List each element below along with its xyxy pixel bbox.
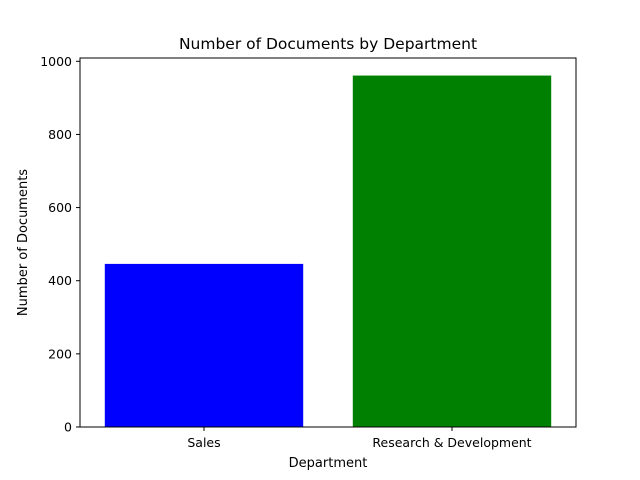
chart-title: Number of Documents by Department xyxy=(179,35,477,53)
y-tick-label: 0 xyxy=(64,420,72,435)
y-tick-label: 200 xyxy=(48,346,72,361)
y-tick-label: 1000 xyxy=(40,54,72,69)
y-tick-label: 800 xyxy=(48,127,72,142)
bars-group xyxy=(104,75,552,427)
y-axis-label: Number of Documents xyxy=(16,169,31,316)
y-axis-ticks: 0 200 400 600 800 1000 xyxy=(40,54,80,435)
bar-0 xyxy=(104,263,304,427)
x-tick-label: Research & Development xyxy=(372,435,531,450)
plot-frame xyxy=(79,57,577,428)
bar-1 xyxy=(352,75,552,427)
y-tick-label: 600 xyxy=(48,200,72,215)
x-axis-label: Department xyxy=(289,456,368,471)
x-tick-label: Sales xyxy=(187,435,220,450)
x-axis-ticks: Sales Research & Development xyxy=(187,427,532,450)
y-tick-label: 400 xyxy=(48,273,72,288)
